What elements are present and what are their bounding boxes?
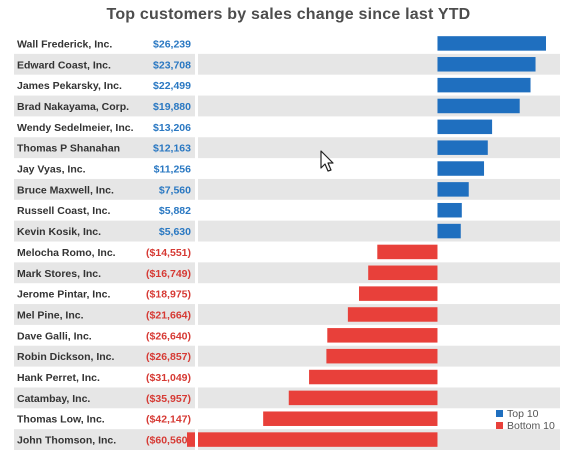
data-label: $12,163 [153, 143, 191, 155]
category-label: Russell Coast, Inc. [17, 205, 110, 217]
category-label: Jay Vyas, Inc. [17, 164, 86, 176]
category-label: Edward Coast, Inc. [17, 59, 111, 71]
bar [309, 369, 438, 385]
category-label: Catambay, Inc. [17, 393, 90, 405]
category-label: Dave Galli, Inc. [17, 330, 92, 342]
column-divider [195, 33, 198, 450]
data-label: $19,880 [153, 101, 191, 113]
bar [437, 161, 485, 176]
category-label: Thomas Low, Inc. [17, 414, 105, 426]
data-label: ($18,975) [146, 289, 191, 301]
bar [437, 57, 536, 72]
bar [437, 98, 520, 114]
category-label: Wall Frederick, Inc. [17, 38, 112, 50]
bar [437, 202, 462, 218]
bar [377, 244, 438, 260]
data-label: $22,499 [153, 80, 191, 92]
bar [187, 432, 438, 447]
category-label: Mark Stores, Inc. [17, 268, 101, 280]
bar [437, 36, 546, 51]
category-label: Thomas P Shanahan [17, 143, 120, 155]
category-label: Brad Nakayama, Corp. [17, 101, 129, 113]
data-label: $7,560 [159, 184, 191, 196]
category-label: Mel Pine, Inc. [17, 309, 84, 321]
chart-title: Top customers by sales change since last… [106, 6, 471, 23]
data-label: ($35,957) [146, 393, 191, 405]
category-label: Kevin Kosik, Inc. [17, 226, 101, 238]
bar [437, 223, 461, 239]
bar [437, 77, 531, 93]
bar [288, 390, 438, 406]
data-label: ($14,551) [146, 247, 191, 259]
category-label: Wendy Sedelmeier, Inc. [17, 122, 134, 134]
bar [327, 328, 438, 343]
data-label: $5,882 [159, 205, 191, 217]
category-label: John Thomson, Inc. [17, 435, 116, 447]
legend-label: Bottom 10 [507, 420, 555, 432]
data-label: ($21,664) [146, 309, 191, 321]
row-band [14, 178, 560, 200]
data-label: ($31,049) [146, 372, 191, 384]
category-label: Melocha Romo, Inc. [17, 247, 116, 259]
data-label: $26,239 [153, 38, 191, 50]
data-label: $11,256 [154, 164, 192, 176]
mouse-cursor-icon [320, 150, 334, 172]
data-label: ($26,857) [146, 351, 191, 363]
data-label: $13,206 [153, 122, 191, 134]
data-label: ($60,560) [146, 435, 191, 447]
data-label: $23,708 [153, 59, 191, 71]
bar [347, 307, 438, 322]
legend-label: Top 10 [507, 408, 539, 420]
bar [368, 265, 438, 281]
row-band [14, 387, 560, 409]
legend-swatch [496, 410, 503, 417]
legend-swatch [496, 422, 503, 429]
category-label: Hank Perret, Inc. [17, 372, 100, 384]
category-label: James Pekarsky, Inc. [17, 80, 122, 92]
row-band [14, 53, 560, 75]
data-label: $5,630 [159, 226, 191, 238]
bar [437, 119, 493, 135]
bar [263, 411, 438, 426]
row-band [14, 95, 560, 117]
category-label: Jerome Pintar, Inc. [17, 289, 110, 301]
data-label: ($26,640) [146, 330, 191, 342]
row-band [14, 137, 560, 159]
bar [437, 182, 469, 197]
row-band [14, 304, 560, 325]
data-label: ($42,147) [146, 414, 191, 426]
category-label: Robin Dickson, Inc. [17, 351, 115, 363]
bar [326, 348, 438, 364]
row-band [14, 220, 560, 242]
bar [358, 286, 438, 301]
bar [437, 140, 488, 155]
category-label: Bruce Maxwell, Inc. [17, 184, 114, 196]
data-label: ($16,749) [146, 268, 191, 280]
